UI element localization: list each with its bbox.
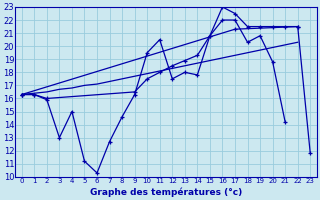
X-axis label: Graphe des températures (°c): Graphe des températures (°c) [90, 187, 242, 197]
